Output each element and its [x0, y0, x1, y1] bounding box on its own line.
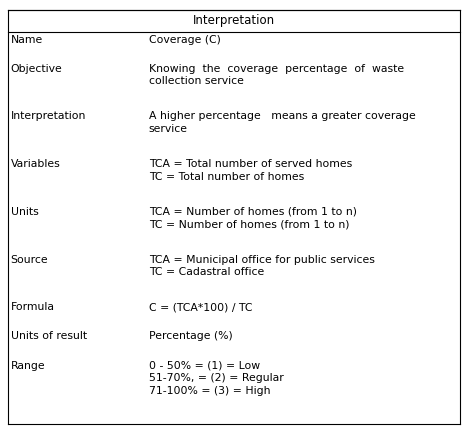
Text: Coverage (C): Coverage (C): [149, 35, 220, 45]
Text: Range: Range: [11, 361, 45, 371]
Text: Percentage (%): Percentage (%): [149, 332, 233, 342]
Text: TCA = Municipal office for public services
TC = Cadastral office: TCA = Municipal office for public servic…: [149, 255, 375, 277]
Text: Source: Source: [11, 255, 48, 265]
Text: Knowing  the  coverage  percentage  of  waste
collection service: Knowing the coverage percentage of waste…: [149, 64, 404, 86]
Text: A higher percentage   means a greater coverage
service: A higher percentage means a greater cove…: [149, 112, 415, 134]
Text: Variables: Variables: [11, 159, 61, 169]
Text: Objective: Objective: [11, 64, 62, 74]
Text: Interpretation: Interpretation: [11, 112, 86, 122]
Text: Units of result: Units of result: [11, 332, 87, 342]
Text: C = (TCA*100) / TC: C = (TCA*100) / TC: [149, 302, 252, 312]
Text: 0 - 50% = (1) = Low
51-70%, = (2) = Regular
71-100% = (3) = High: 0 - 50% = (1) = Low 51-70%, = (2) = Regu…: [149, 361, 283, 396]
Text: Units: Units: [11, 207, 39, 217]
Text: Interpretation: Interpretation: [193, 14, 275, 27]
Text: Formula: Formula: [11, 302, 55, 312]
Text: Name: Name: [11, 35, 43, 45]
Text: TCA = Total number of served homes
TC = Total number of homes: TCA = Total number of served homes TC = …: [149, 159, 352, 182]
Text: TCA = Number of homes (from 1 to n)
TC = Number of homes (from 1 to n): TCA = Number of homes (from 1 to n) TC =…: [149, 207, 356, 230]
